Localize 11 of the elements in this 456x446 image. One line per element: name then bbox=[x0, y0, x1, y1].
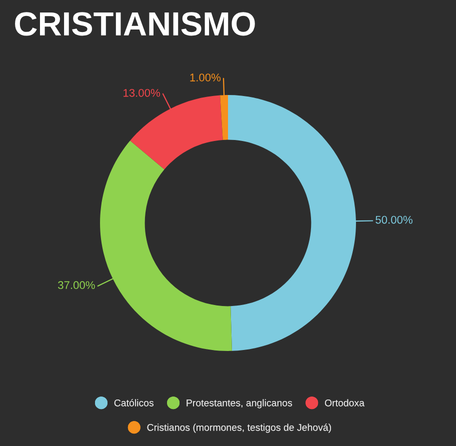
legend-label: Cristianos (mormones, testigos de Jehová) bbox=[147, 424, 331, 433]
legend-label: Católicos bbox=[114, 399, 154, 406]
data-label: 50.00% bbox=[376, 216, 412, 224]
donut-slice bbox=[100, 140, 232, 351]
data-label: 1.00% bbox=[190, 74, 221, 82]
donut-slice bbox=[130, 95, 223, 170]
data-label: 37.00% bbox=[58, 281, 95, 290]
data-label: 13.00% bbox=[124, 88, 160, 97]
legend-label: Protestantes, anglicanos bbox=[186, 399, 292, 408]
legend-label: Ortodoxa bbox=[324, 399, 364, 406]
chart-title: CRISTIANISMO bbox=[15, 12, 255, 36]
